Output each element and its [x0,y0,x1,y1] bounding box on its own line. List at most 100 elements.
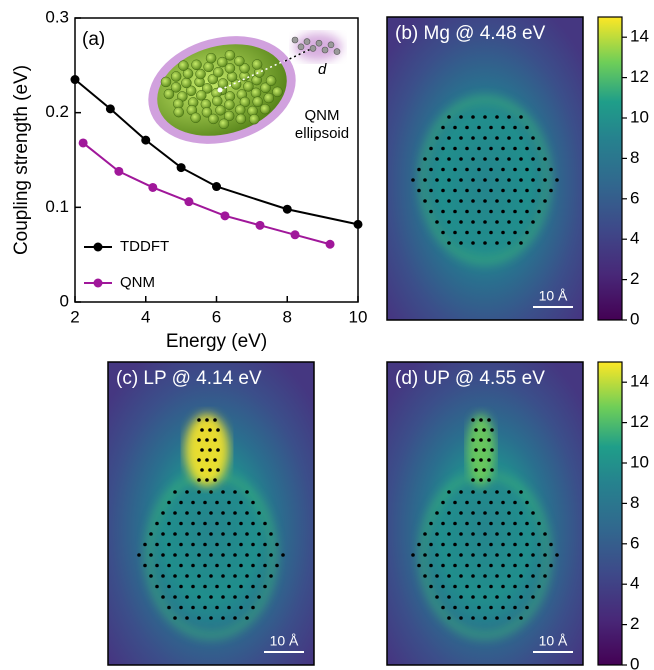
atom-dot [531,553,535,557]
panel-frame [386,16,584,321]
atom-dot [513,230,517,235]
distance-out [284,47,314,62]
atom-dot [435,574,439,578]
atom-dot [483,574,487,578]
colorbar-tick-label: 0 [630,309,639,328]
atom-dot [465,167,469,172]
x-tick-label: 8 [283,307,292,326]
atom-dot [245,532,249,536]
atom-dot [197,478,201,482]
atom-dot [501,209,505,214]
atom-dot [459,595,463,599]
colorbar-tick-label: 14 [630,372,649,391]
atom-dot [501,542,505,547]
atom-dot [489,542,493,547]
atom [243,81,254,92]
atom-dot [549,563,553,568]
atom-dot [501,230,505,235]
atom-dot [161,511,165,515]
atom-dot [209,511,213,515]
atom-dot [471,458,475,462]
atom-dot [216,428,220,432]
atom-dot [173,553,177,557]
atom-dot [513,542,517,547]
atom-dot [447,178,451,182]
colorbar-tick-label: 6 [630,533,639,552]
atom-dot [447,574,451,578]
atom-dot [423,199,427,203]
atom-dot [507,616,511,620]
colorbar-tick-label: 4 [630,574,639,593]
atom-dot [453,167,457,172]
atom-dot [447,199,451,203]
atom-dot [531,136,535,140]
atom-dot [435,511,439,515]
x-tick-label: 4 [141,307,150,326]
atom-dot [275,563,279,568]
atom-dot [495,199,499,203]
atom-dot [197,595,201,599]
atom-dot [161,574,165,578]
atom-dot [519,616,523,620]
colorbar: 0 2 4 6 8 10 12 14 [597,16,649,328]
atom-dot [543,532,547,536]
atom-dot [411,553,415,557]
molecule-atom [303,38,311,45]
atom-dot [507,553,511,557]
atom-dot [213,418,217,422]
atom-dot [507,136,511,140]
atom-dot [519,157,523,161]
atom [239,63,250,74]
atom-dot [173,511,177,515]
atom [170,82,182,93]
atom-dot [179,563,183,568]
atom-dot [200,428,204,432]
series-line [82,142,331,246]
atom-dot [245,595,249,599]
data-point [176,163,186,173]
atom-dot [203,605,207,610]
atom-dot [501,500,505,505]
atom-dot [495,553,499,557]
atom-dot [525,500,529,505]
atom-dot [417,188,421,193]
atom-dot [513,188,517,193]
atom-dot [227,584,231,589]
atom-dot [173,532,177,536]
atom-dot [239,542,243,547]
molecule-atom [309,45,317,52]
atom-dot [173,574,177,578]
atom-dot [429,188,433,193]
atom-dot [447,157,451,161]
atom-dot [155,542,159,547]
atom-dot [215,605,219,610]
atom-dot [487,458,491,462]
colorbar-tick-label: 14 [630,27,649,46]
field-rim [419,96,551,264]
atom-dot [537,167,541,172]
atom-dot [459,115,463,119]
atom-dot [487,438,491,442]
atom-dot [549,167,553,172]
scale-bar-label: 10 Å [539,288,568,304]
atom-dot [471,178,475,182]
data-point [282,204,292,214]
atom-dot [167,521,171,526]
atom-dot [447,595,451,599]
atom-dot [441,563,445,568]
colorbar-tick-label: 8 [630,493,639,512]
atom-dot [213,458,217,462]
atom-dot [489,209,493,214]
atom-dot [441,146,445,151]
atom-dot [543,553,547,557]
atom-dot [495,490,499,494]
atom-dot [239,500,243,505]
atom-dot [441,500,445,505]
atom-dot [155,584,159,589]
atom-dot [205,438,209,442]
molecule-atom [315,39,323,47]
atom-dot [549,542,553,547]
atom-dot [161,553,165,557]
